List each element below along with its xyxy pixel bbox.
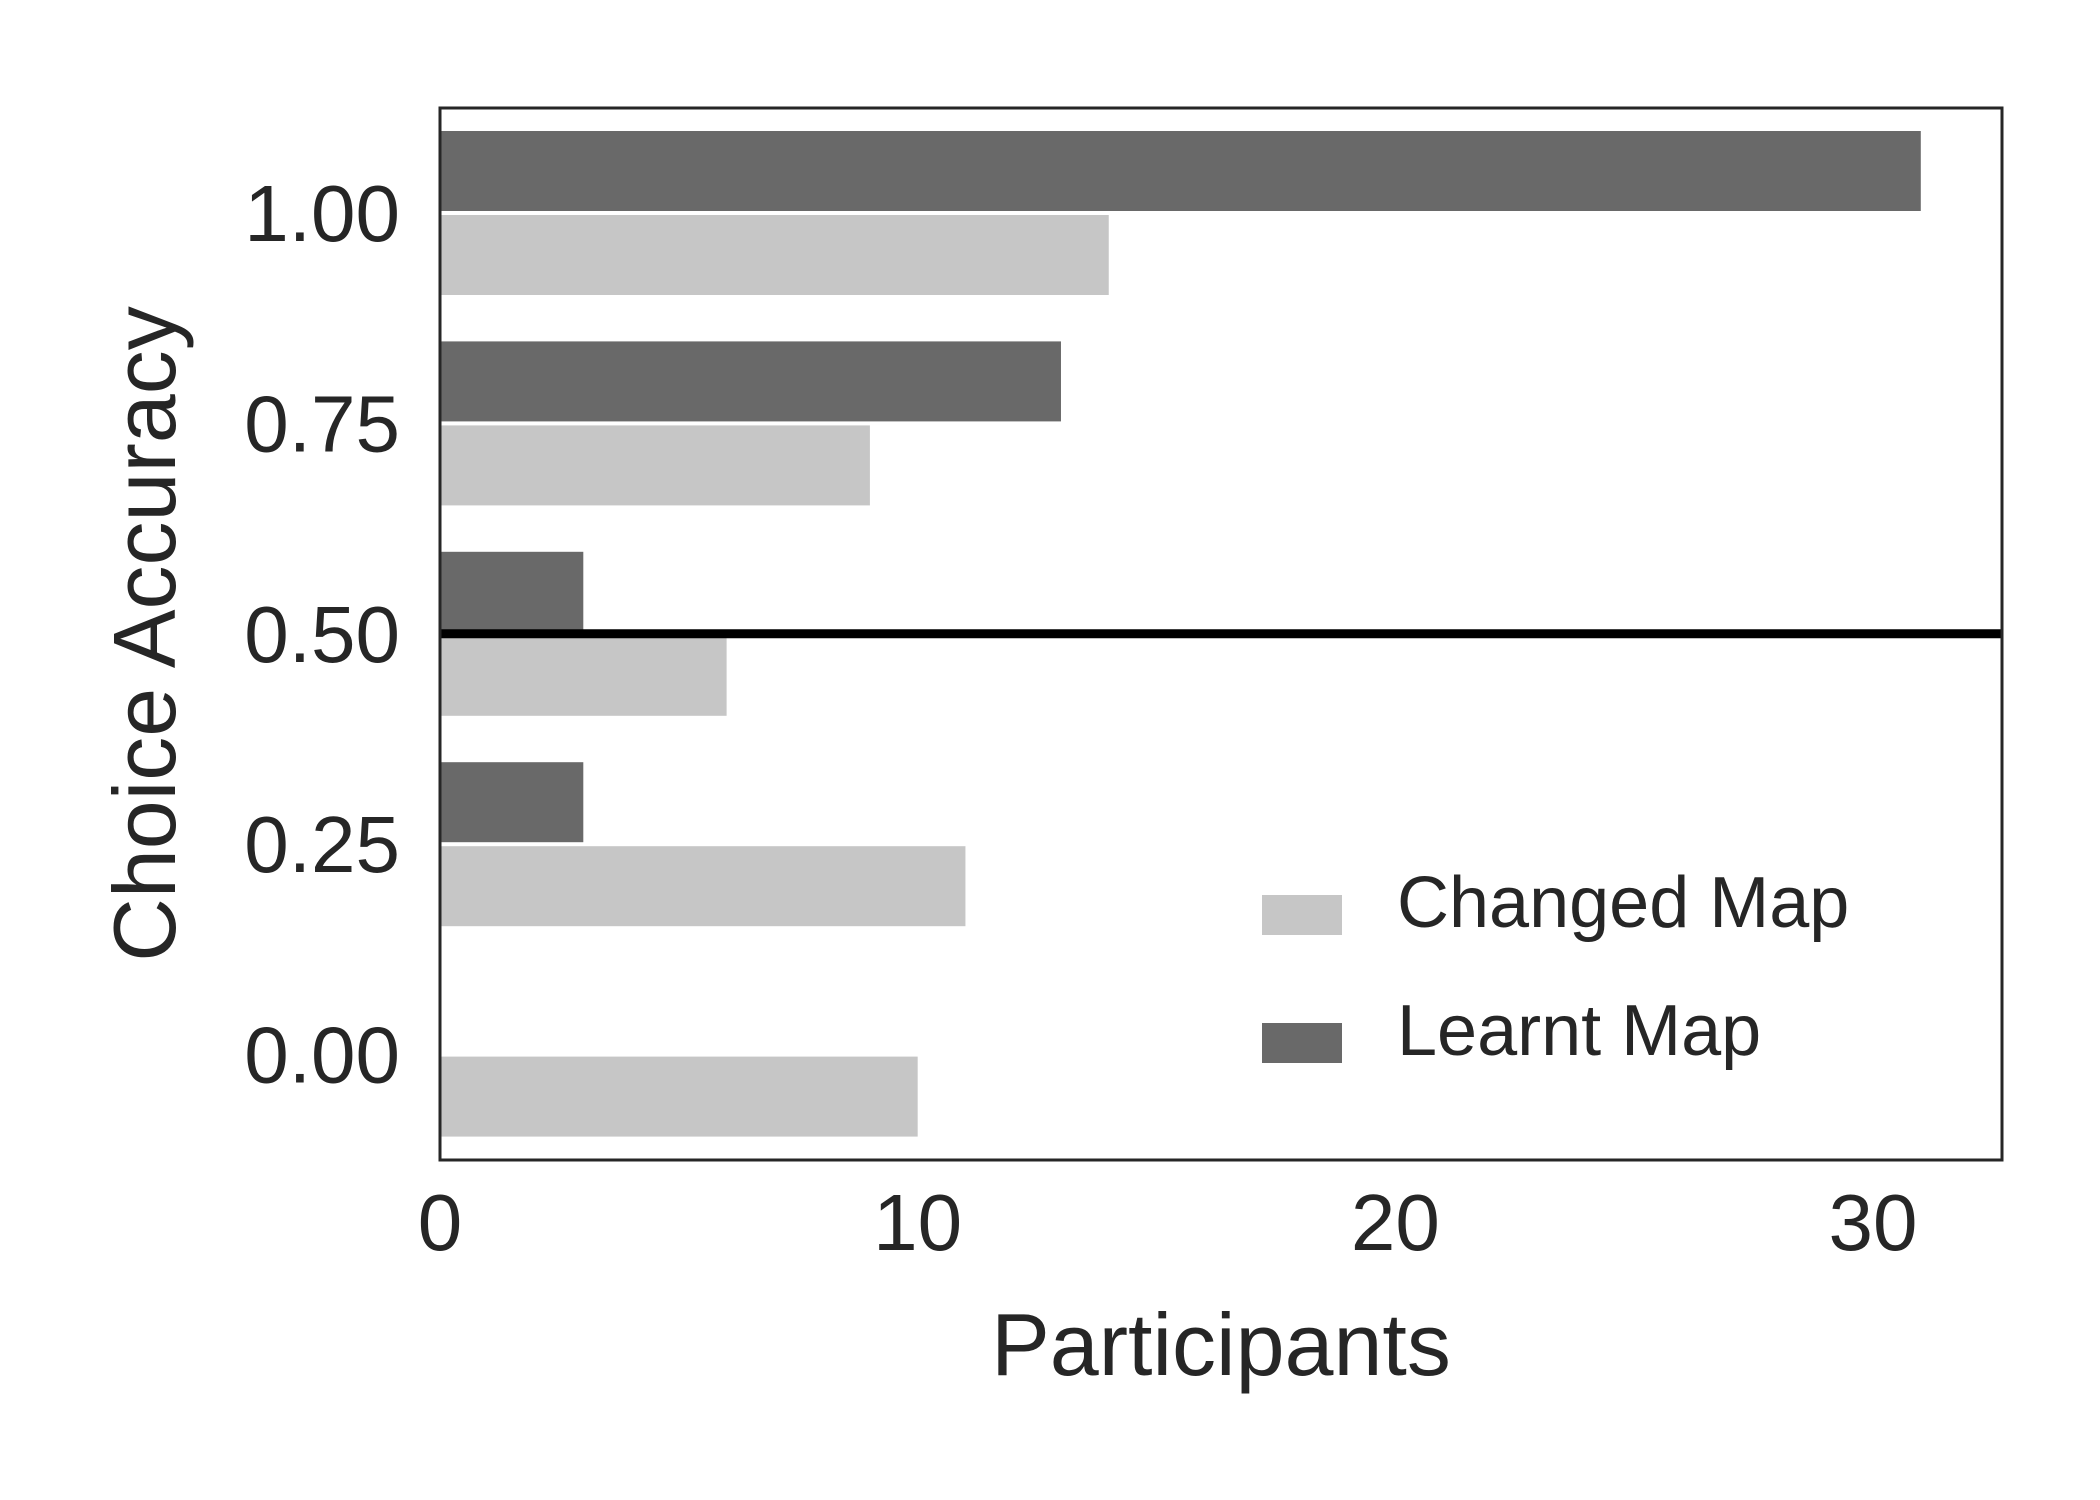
legend-swatch <box>1262 895 1342 935</box>
y-tick-label: 1.00 <box>244 169 400 258</box>
x-axis-label: Participants <box>991 1295 1451 1394</box>
x-tick-label: 20 <box>1351 1178 1440 1267</box>
y-tick-label: 0.50 <box>244 590 400 679</box>
x-tick-labels: 0 10 20 30 <box>418 1178 1918 1267</box>
y-tick-label: 0.00 <box>244 1011 400 1100</box>
legend: Changed Map Learnt Map <box>1262 863 1849 1071</box>
bar-changed-map-0.50 <box>440 635 727 716</box>
legend-swatch <box>1262 1023 1342 1063</box>
y-axis-label: Choice Accuracy <box>95 306 194 961</box>
bar-changed-map-0.75 <box>440 425 870 506</box>
bar-changed-map-0.00 <box>440 1056 918 1137</box>
plot-frame <box>438 106 2004 1162</box>
x-tick-label: 0 <box>418 1178 463 1267</box>
x-tick-label: 10 <box>873 1178 962 1267</box>
bars-layer <box>440 131 1921 1137</box>
bar-changed-map-1.00 <box>440 215 1109 295</box>
y-tick-label: 0.25 <box>244 800 400 889</box>
bar-learnt-map-0.50 <box>440 551 584 632</box>
bar-learnt-map-0.25 <box>440 762 584 843</box>
legend-label: Changed Map <box>1397 863 1849 943</box>
bar-learnt-map-0.75 <box>440 341 1061 422</box>
y-tick-label: 0.75 <box>244 379 400 468</box>
legend-label: Learnt Map <box>1397 991 1761 1071</box>
y-tick-labels: 1.00 0.75 0.50 0.25 0.00 <box>244 169 400 1100</box>
x-tick-label: 30 <box>1829 1178 1918 1267</box>
bar-learnt-map-1.00 <box>440 131 1921 211</box>
bar-changed-map-0.25 <box>440 846 966 927</box>
